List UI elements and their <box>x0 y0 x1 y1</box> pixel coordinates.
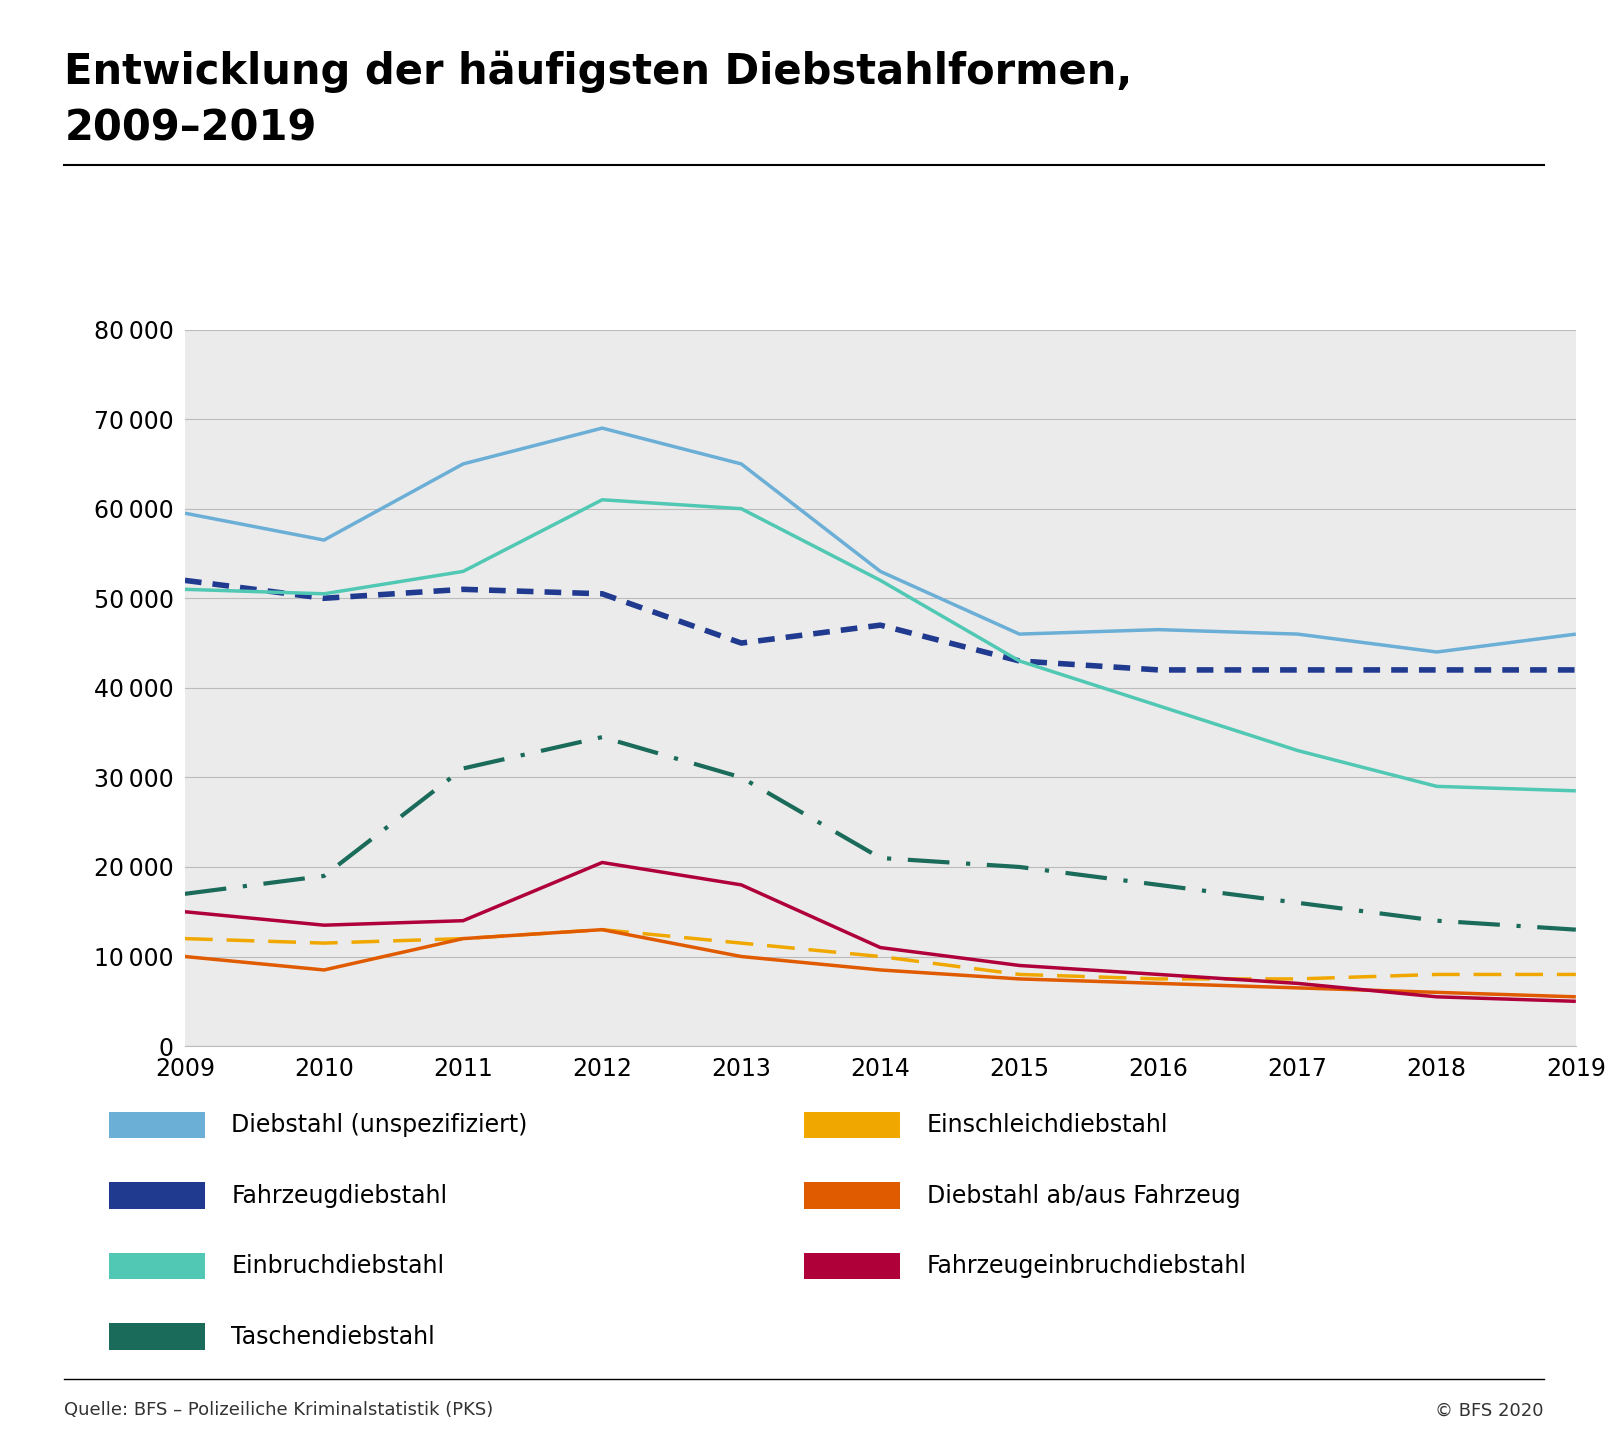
FancyBboxPatch shape <box>109 1252 204 1280</box>
Text: Diebstahl (unspezifiziert): Diebstahl (unspezifiziert) <box>231 1113 527 1136</box>
FancyBboxPatch shape <box>109 1182 204 1209</box>
Text: Einschleichdiebstahl: Einschleichdiebstahl <box>926 1113 1168 1136</box>
Text: Taschendiebstahl: Taschendiebstahl <box>231 1324 435 1348</box>
FancyBboxPatch shape <box>804 1112 900 1138</box>
Text: Fahrzeugdiebstahl: Fahrzeugdiebstahl <box>231 1184 447 1208</box>
Text: Fahrzeugeinbruchdiebstahl: Fahrzeugeinbruchdiebstahl <box>926 1254 1245 1278</box>
FancyBboxPatch shape <box>109 1323 204 1350</box>
Text: Entwicklung der häufigsten Diebstahlformen,: Entwicklung der häufigsten Diebstahlform… <box>64 50 1131 93</box>
Text: 2009–2019: 2009–2019 <box>64 107 317 149</box>
Text: Diebstahl ab/aus Fahrzeug: Diebstahl ab/aus Fahrzeug <box>926 1184 1239 1208</box>
Text: Einbruchdiebstahl: Einbruchdiebstahl <box>231 1254 445 1278</box>
FancyBboxPatch shape <box>109 1112 204 1138</box>
FancyBboxPatch shape <box>804 1182 900 1209</box>
FancyBboxPatch shape <box>804 1252 900 1280</box>
Text: Quelle: BFS – Polizeiliche Kriminalstatistik (PKS): Quelle: BFS – Polizeiliche Kriminalstati… <box>64 1401 493 1420</box>
Text: © BFS 2020: © BFS 2020 <box>1435 1401 1543 1420</box>
